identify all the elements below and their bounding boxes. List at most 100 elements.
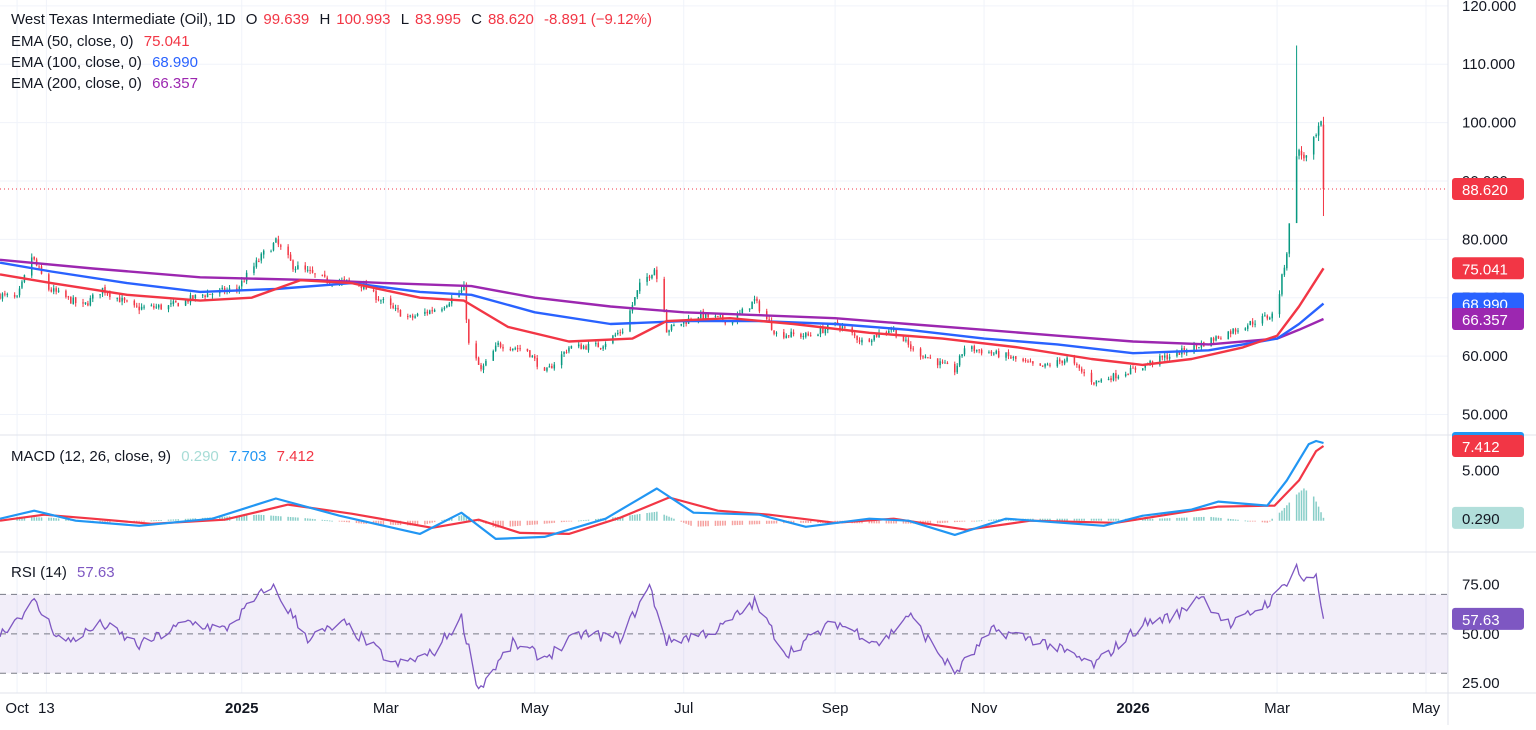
macd-histogram-bar [1237,519,1239,521]
candle-body [109,293,111,297]
candle-body [1129,367,1132,375]
candle-body [670,324,673,331]
macd-histogram-bar [1261,520,1264,523]
rsi-value-tag-bg [1452,607,1524,630]
macd-histogram-bar [292,517,294,521]
macd-value-tag-bg [1452,434,1524,457]
candle-body [802,335,805,337]
macd-histogram-bar [189,518,192,521]
macd-histogram-bar [936,520,939,524]
candle-body [1278,294,1281,315]
macd-histogram-bar [668,516,670,521]
macd-histogram-bar [546,520,548,524]
candle-body [87,303,89,306]
candle-body [1024,360,1027,362]
candle-body [1315,135,1317,137]
macd-legend[interactable]: MACD (12, 26, close, 9) 0.290 7.703 7.41… [11,446,314,467]
candle-body [1288,223,1291,254]
candle-body [477,357,480,365]
macd-histogram-bar [40,517,43,521]
candle-body [106,293,109,295]
candle-body [209,293,211,295]
symbol-title[interactable]: West Texas Intermediate (Oil), 1D [11,11,236,28]
ema100-legend[interactable]: EMA (100, close, 0) 68.990 [11,52,198,73]
price-value-tag: 88.620 [1462,182,1508,199]
ohlc-close-key: C [471,11,482,28]
macd-histogram-bar [953,520,956,523]
macd-histogram-bar [463,514,465,521]
macd-histogram-bar [1185,517,1188,521]
candle-body [702,311,705,319]
macd-histogram-bar [355,520,358,524]
rsi-legend[interactable]: RSI (14) 57.63 [11,562,115,583]
candle-body [1149,360,1151,365]
ema200-legend[interactable]: EMA (200, close, 0) 66.357 [11,73,198,94]
candle-body [475,343,477,359]
candle-body [1100,379,1103,382]
macd-histogram-bar [1203,516,1205,521]
candle-body [1107,378,1110,380]
candle-body [875,334,878,337]
candle-body [433,310,436,312]
macd-histogram-bar [805,520,807,523]
candle-body [1300,150,1303,156]
candle-body [1076,364,1078,366]
macd-histogram-bar [995,519,998,521]
macd-signal-value: 7.412 [276,448,315,465]
candle-body [414,316,416,318]
macd-histogram-bar [1161,518,1164,521]
macd-histogram-bar [990,519,993,521]
candle-body [150,305,153,307]
candle-body [372,290,375,292]
candle-body [84,302,87,304]
macd-histogram-bar [629,515,631,521]
macd-histogram-bar [150,520,153,522]
macd-histogram-bar [1320,512,1322,521]
ema50-label: EMA (50, close, 0) [11,33,134,50]
macd-histogram-bar [892,520,895,524]
candle-body [980,349,983,354]
macd-value-tag: 7.412 [1462,439,1500,456]
macd-histogram-bar [775,520,778,524]
candle-body [245,272,248,282]
candle-body [57,290,60,292]
candle-body [719,315,722,317]
candle-body [13,294,16,297]
macd-histogram-bar [67,519,70,521]
macd-histogram-bar [135,520,138,522]
candle-body [468,319,470,343]
candle-body [184,299,187,306]
macd-histogram-bar [341,520,343,522]
candle-body [121,297,123,302]
candle-body [1264,315,1266,317]
candle-body [604,343,607,347]
candle-body [546,367,548,371]
macd-histogram-bar [1163,518,1166,521]
candle-body [839,325,841,329]
macd-histogram-bar [553,520,556,523]
macd-histogram-bar [1044,518,1046,521]
macd-histogram-bar [277,516,280,521]
candle-body [773,330,775,334]
macd-histogram-bar [529,520,531,525]
candle-body [790,331,792,337]
macd-histogram-bar [170,519,172,521]
candle-body [785,335,788,339]
candle-body [758,301,761,312]
macd-line [0,439,1324,540]
macd-histogram-bar [1151,518,1154,521]
candle-body [272,242,275,251]
candle-body [704,313,707,319]
ema200-value: 66.357 [152,75,198,92]
candle-body [1178,350,1181,355]
candle-body [399,310,402,317]
candle-body [1012,356,1015,359]
macd-histogram-bar [1198,517,1200,521]
ema50-legend[interactable]: EMA (50, close, 0) 75.041 [11,31,190,52]
candle-body [377,299,380,301]
macd-histogram-bar [253,514,255,521]
candle-body [1271,313,1273,319]
macd-histogram-bar [1176,517,1178,521]
